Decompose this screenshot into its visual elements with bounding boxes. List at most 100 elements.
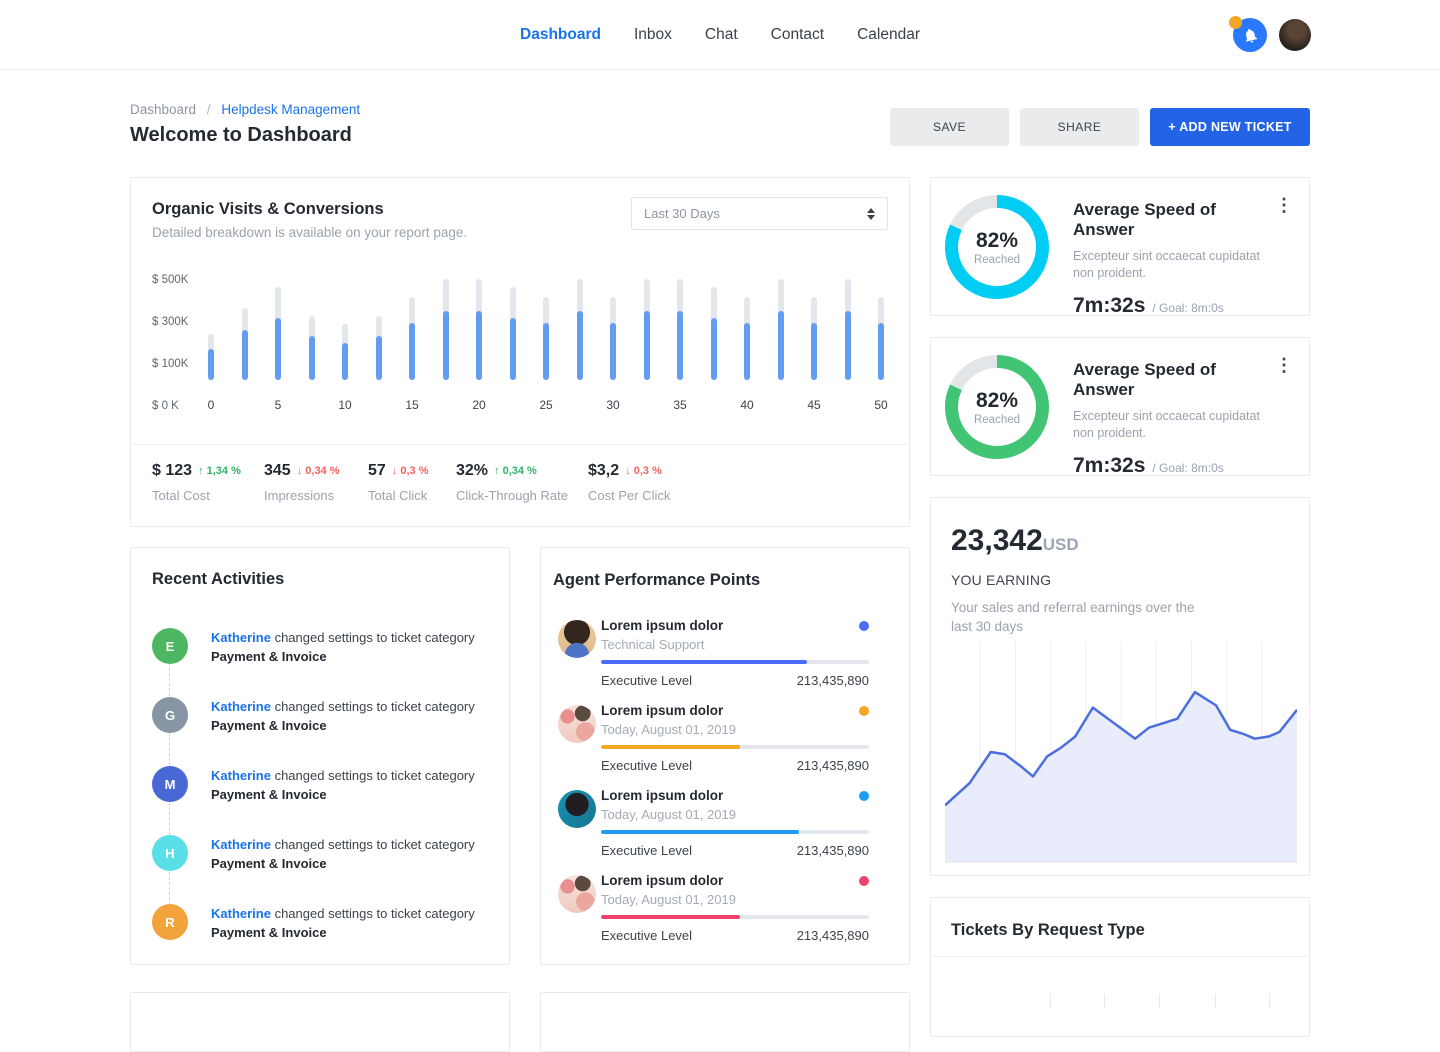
x-axis-tick: 5: [274, 398, 282, 412]
activity-action: changed settings to ticket category: [270, 768, 475, 783]
activity-action: changed settings to ticket category: [270, 837, 475, 852]
user-avatar[interactable]: [1279, 19, 1311, 51]
x-axis-tick: 25: [539, 398, 553, 412]
activity-text: Katherine changed settings to ticket cat…: [211, 766, 493, 803]
activity-action: changed settings to ticket category: [270, 906, 475, 921]
bar-actual: [476, 311, 482, 380]
points-value: 213,435,890: [796, 758, 869, 773]
y-axis-label: $ 100K: [152, 358, 189, 370]
breadcrumb-root[interactable]: Dashboard: [130, 102, 197, 117]
activity-line: Katherine changed settings to ticket cat…: [211, 905, 493, 922]
x-axis-labels: 0 5 10 15 20 25 30 35 40 45 50: [207, 398, 888, 412]
agent-name: Lorem ipsum dolor: [601, 788, 724, 803]
speed-card-description: Excepteur sint occaecat cupidatat non pr…: [1073, 249, 1260, 280]
donut-center: 82% Reached: [944, 194, 1050, 300]
x-axis-tick: 20: [472, 398, 486, 412]
x-axis-tick: 0: [207, 398, 215, 412]
answer-goal: / Goal: 8m:0s: [1152, 461, 1224, 475]
progress-fill: [601, 745, 741, 749]
save-button[interactable]: SAVE: [890, 108, 1009, 146]
agent-level-row: Executive Level 213,435,890: [601, 673, 869, 688]
kpi-value-row: 57 ↓ 0,3 %: [368, 462, 456, 480]
activity-line: Katherine changed settings to ticket cat…: [211, 698, 493, 715]
gridline: [1050, 994, 1051, 1008]
agent-performance-card: Agent Performance Points Lorem ipsum dol…: [540, 547, 910, 965]
points-value: 213,435,890: [796, 843, 869, 858]
activity-text: Katherine changed settings to ticket cat…: [211, 628, 493, 665]
more-options-button[interactable]: ⋮: [1275, 355, 1293, 375]
activity-actor-link[interactable]: Katherine: [211, 837, 271, 852]
date-range-select[interactable]: Last 30 Days: [631, 197, 888, 230]
reached-percent: 82%: [975, 228, 1019, 252]
bell-icon: [1245, 28, 1257, 42]
arrow-down-icon: ↓: [296, 465, 306, 477]
kpi-value: 345: [264, 462, 291, 479]
activity-avatar: G: [152, 697, 188, 733]
agent-subtitle: Technical Support: [601, 637, 705, 652]
activity-actor-link[interactable]: Katherine: [211, 768, 271, 783]
kpi-value: 32%: [456, 462, 489, 479]
kpi-delta-value: 0,3 %: [400, 465, 429, 477]
speed-card-title: Average Speed of Answer: [1073, 360, 1216, 399]
speed-of-answer-card-2: 82% Reached Average Speed of Answer Exce…: [930, 337, 1310, 477]
level-label: Executive Level: [601, 673, 693, 688]
share-button[interactable]: SHARE: [1020, 108, 1139, 146]
page-title: Welcome to Dashboard: [130, 124, 352, 146]
activity-item: R Katherine changed settings to ticket ca…: [152, 904, 493, 973]
earnings-amount: 23,342USD: [951, 524, 1079, 557]
arrow-down-icon: ↓: [391, 465, 401, 477]
kpi-stats-row: $ 123 ↑ 1,34 % Total Cost 345 ↓ 0,34 % Impres…: [152, 462, 718, 503]
breadcrumb-current[interactable]: Helpdesk Management: [221, 102, 361, 117]
answer-time: 7m:32s: [1073, 294, 1146, 317]
y-axis-label: $ 300K: [152, 316, 189, 328]
kpi-stat: $ 123 ↑ 1,34 % Total Cost: [152, 462, 264, 503]
donut-center: 82% Reached: [944, 354, 1050, 460]
status-dot: [859, 706, 869, 716]
notifications-button[interactable]: [1229, 16, 1267, 52]
stats-divider: [131, 444, 909, 445]
activity-actor-link[interactable]: Katherine: [211, 630, 271, 645]
arrow-down-icon: ↓: [625, 465, 634, 477]
kpi-delta: ↓ 0,3 %: [392, 465, 429, 477]
agent-level-row: Executive Level 213,435,890: [601, 843, 869, 858]
agent-subtitle: Today, August 01, 2019: [601, 892, 736, 907]
bar-actual: [308, 336, 315, 380]
activity-avatar: E: [152, 628, 188, 664]
activity-actor-link[interactable]: Katherine: [211, 699, 271, 714]
add-new-ticket-button[interactable]: + ADD NEW TICKET: [1150, 108, 1310, 146]
bar-actual: [375, 336, 382, 380]
earnings-currency: USD: [1042, 535, 1079, 554]
kpi-delta-value: 0,3 %: [633, 465, 662, 477]
kpi-delta: ↑ 0,34 %: [494, 465, 537, 477]
nav-item-chat[interactable]: Chat: [704, 25, 738, 43]
nav-item-dashboard[interactable]: Dashboard: [520, 25, 601, 43]
more-options-button[interactable]: ⋮: [1275, 195, 1293, 215]
bar-actual: [777, 311, 784, 380]
agent-level-row: Executive Level 213,435,890: [601, 758, 869, 773]
kpi-value-row: 32% ↑ 0,34 %: [456, 462, 588, 480]
answer-goal: / Goal: 8m:0s: [1152, 301, 1224, 315]
activity-actor-link[interactable]: Katherine: [211, 906, 271, 921]
activity-item: H Katherine changed settings to ticket ca…: [152, 835, 493, 904]
gridline: [1214, 994, 1216, 1008]
kpi-label: Impressions: [264, 488, 335, 503]
bar-actual: [576, 311, 583, 380]
activity-item: G Katherine changed settings to ticket ca…: [152, 697, 493, 766]
agent-name: Lorem ipsum dolor: [601, 703, 724, 718]
nav-item-contact[interactable]: Contact: [770, 25, 825, 43]
x-axis-tick: 10: [338, 398, 352, 412]
activity-target: Payment & Invoice: [211, 787, 327, 802]
kpi-value: $3,2: [588, 462, 620, 479]
agent-name: Lorem ipsum dolor: [601, 618, 724, 633]
kpi-value: 57: [368, 462, 386, 479]
bar-actual: [744, 323, 750, 380]
agent-body: Lorem ipsum dolor Today, August 01, 2019 E…: [601, 703, 869, 773]
activity-action: changed settings to ticket category: [270, 630, 475, 645]
x-axis-tick: 30: [606, 398, 620, 412]
main-nav: Dashboard Inbox Chat Contact Calendar: [520, 26, 920, 44]
kpi-label: Total Cost: [152, 488, 210, 503]
nav-item-inbox[interactable]: Inbox: [633, 25, 672, 43]
nav-item-calendar[interactable]: Calendar: [857, 25, 920, 43]
kpi-stat: 32% ↑ 0,34 % Click-Through Rate: [456, 462, 588, 503]
date-range-value: Last 30 Days: [644, 206, 720, 221]
